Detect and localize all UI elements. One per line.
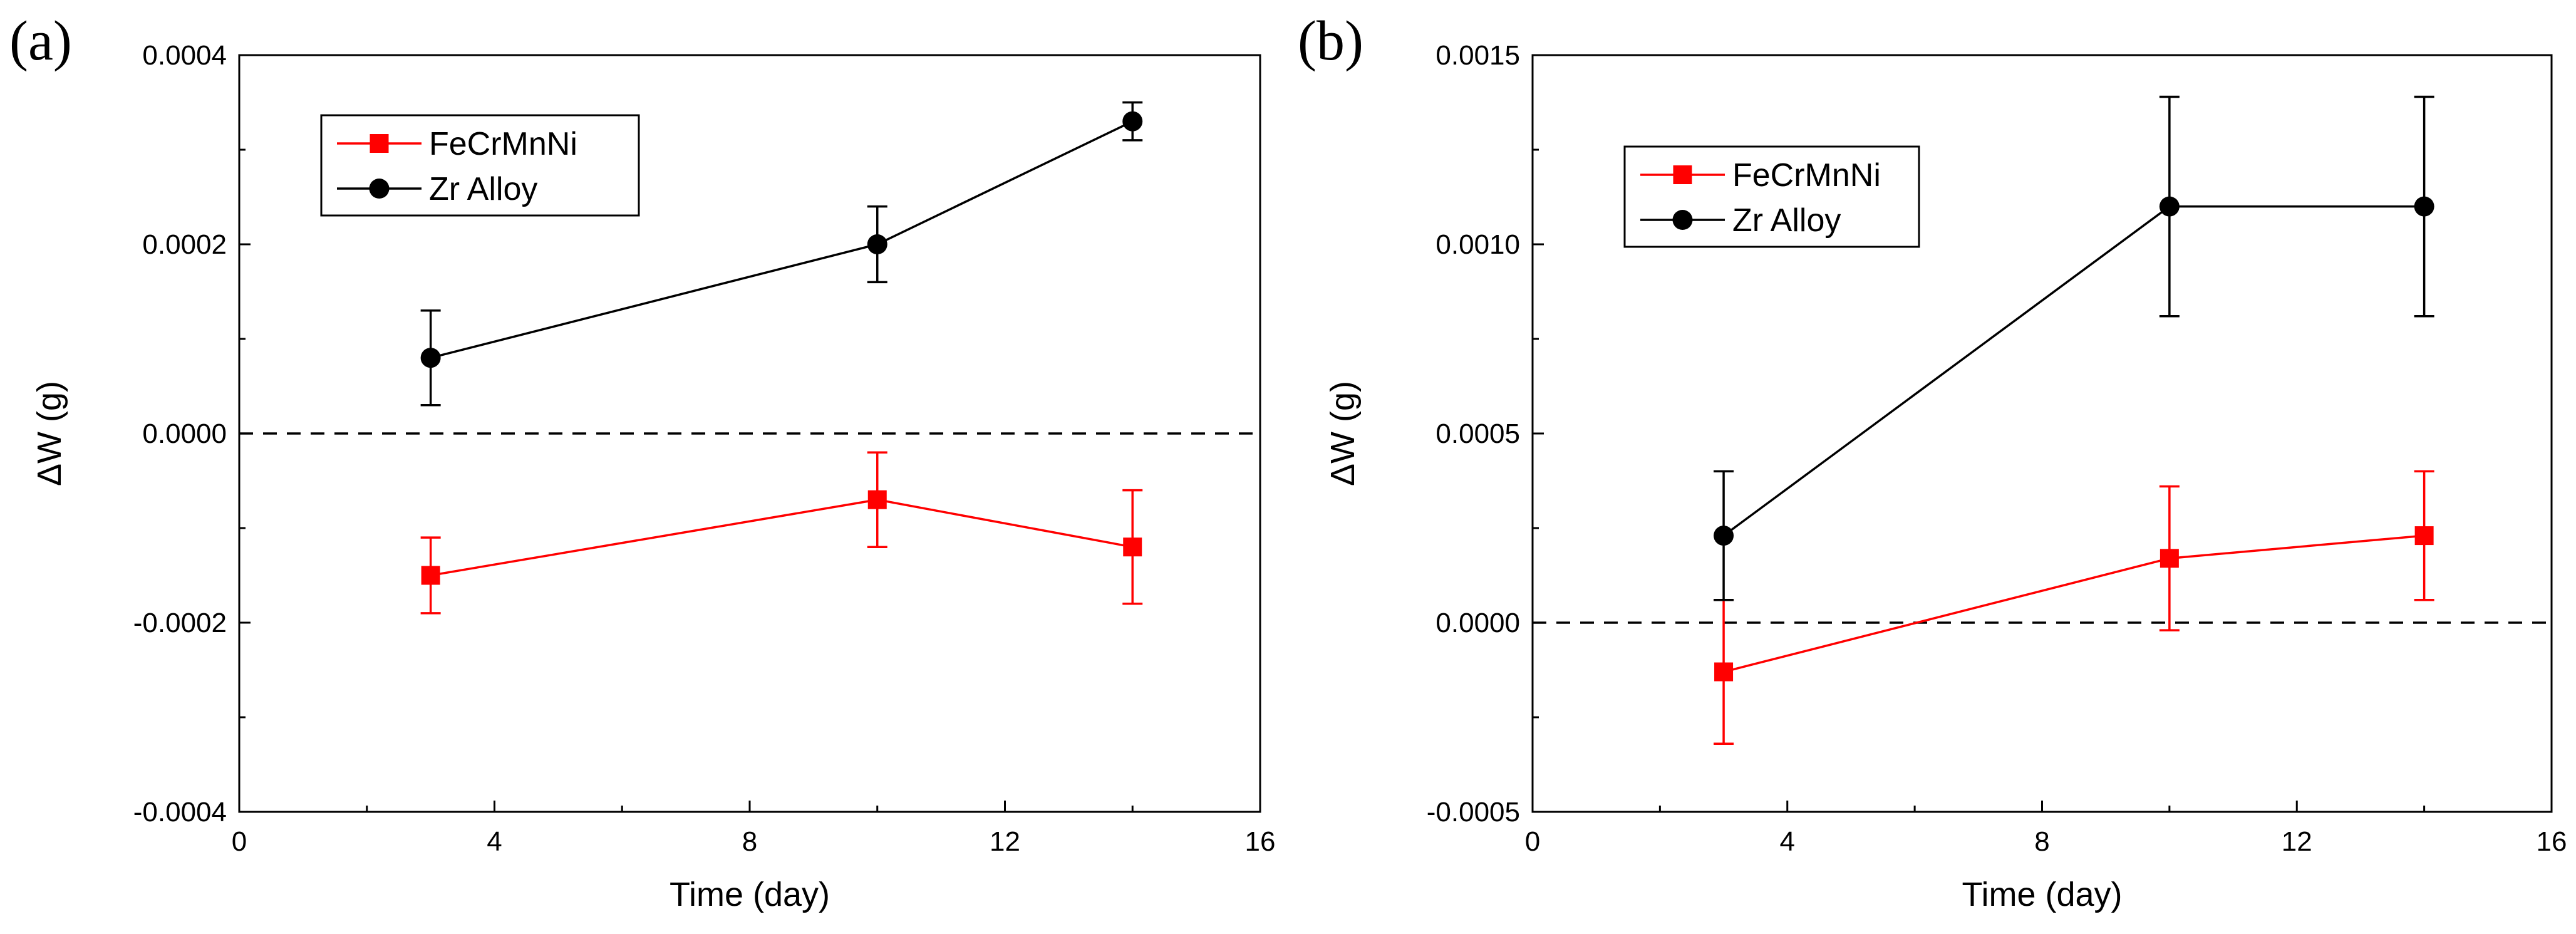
y-tick-label: 0.0002 <box>142 229 227 260</box>
series-line <box>430 498 1133 577</box>
y-tick-label: -0.0005 <box>1427 797 1520 828</box>
data-point <box>421 566 440 585</box>
x-axis-title: Time (day) <box>1962 876 2122 913</box>
data-point <box>2414 196 2434 217</box>
y-axis-title: ΔW (g) <box>1324 381 1362 486</box>
x-tick-label: 16 <box>1245 826 1276 857</box>
chart-panel-b: (b) 0 4 8 12 16 -0.0005 0.0000 0.0005 0.0010 0.001… <box>1298 10 2567 913</box>
y-axis-title: ΔW (g) <box>31 381 68 486</box>
legend-marker <box>1672 210 1693 230</box>
y-tick-label: 0.0015 <box>1435 40 1520 71</box>
x-tick-label: 0 <box>1525 826 1540 857</box>
x-tick-label: 12 <box>990 826 1020 857</box>
legend-box <box>320 114 640 217</box>
y-tick-label: 0.0010 <box>1435 229 1520 260</box>
y-tick-label: 0.0000 <box>142 418 227 449</box>
y-tick-label: -0.0004 <box>133 797 227 828</box>
data-point <box>1714 526 1734 546</box>
y-tick-label: 0.0004 <box>142 40 227 71</box>
data-point <box>867 490 887 509</box>
y-tick-label: 0.0005 <box>1435 418 1520 449</box>
x-axis-title: Time (day) <box>670 876 830 913</box>
series-line <box>1723 534 2424 673</box>
legend-box <box>1623 145 1920 248</box>
data-point <box>420 348 441 368</box>
chart-panel-a: (a) 0 4 8 12 16 -0.0004 -0.0002 0.0000 0.0002 0.00… <box>9 10 1275 913</box>
legend-marker <box>370 134 389 153</box>
data-point <box>2160 549 2179 568</box>
legend-label: FeCrMnNi <box>429 126 577 162</box>
data-point <box>2414 526 2434 546</box>
x-tick-label: 8 <box>2034 826 2049 857</box>
series-line <box>1723 205 2424 537</box>
panel-label: (a) <box>9 10 72 72</box>
legend-marker <box>369 179 390 199</box>
legend-label: Zr Alloy <box>1732 202 1841 239</box>
x-tick-label: 8 <box>742 826 757 857</box>
panel-label: (b) <box>1298 10 1363 72</box>
data-point <box>2159 196 2180 217</box>
y-tick-label: 0.0000 <box>1435 608 1520 638</box>
legend-label: Zr Alloy <box>429 171 537 207</box>
x-tick-label: 4 <box>1780 826 1795 857</box>
data-point <box>1714 662 1734 682</box>
x-tick-label: 0 <box>232 826 247 857</box>
y-tick-label: -0.0002 <box>133 608 227 638</box>
data-point <box>1122 111 1143 132</box>
x-tick-label: 16 <box>2537 826 2567 857</box>
data-point <box>1123 537 1142 557</box>
data-point <box>867 234 887 254</box>
x-tick-label: 4 <box>487 826 502 857</box>
legend-label: FeCrMnNi <box>1732 157 1881 194</box>
x-tick-label: 12 <box>2282 826 2312 857</box>
legend-marker <box>1673 165 1692 184</box>
